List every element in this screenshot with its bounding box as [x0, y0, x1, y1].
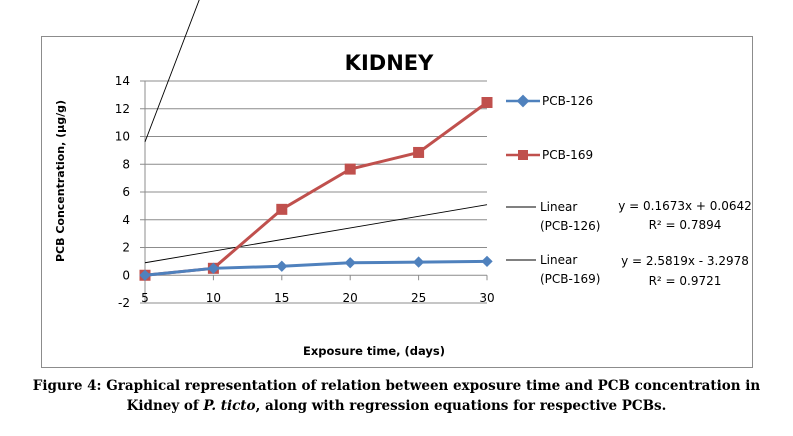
equation-pcb-126: y = 0.1673x + 0.0642 — [618, 199, 752, 213]
data-point-pcb-169 — [413, 146, 425, 158]
series-line-pcb-169 — [144, 101, 488, 277]
legend: PCB-126 PCB-169 Linear (PCB-126) Linear … — [506, 94, 600, 286]
y-tick-label: 12 — [115, 102, 130, 116]
y-tick-label: 6 — [122, 185, 130, 199]
r2-pcb-126: R² = 0.7894 — [649, 218, 722, 232]
legend-label-linear-pcb-169-line1: Linear — [540, 253, 577, 267]
legend-label-pcb-169: PCB-169 — [542, 148, 593, 162]
r2-pcb-169: R² = 0.9721 — [649, 274, 722, 288]
series-line-pcb-126 — [144, 259, 488, 277]
regression-equations: y = 0.1673x + 0.0642 R² = 0.7894 y = 2.5… — [618, 199, 752, 288]
legend-item-linear-pcb-126: Linear (PCB-126) — [506, 200, 600, 233]
data-point-pcb-169 — [344, 163, 356, 175]
data-point-pcb-126 — [481, 255, 493, 268]
caption-species-name: P. ticto — [203, 398, 256, 414]
x-tick-label: 10 — [206, 291, 221, 305]
data-point-pcb-126 — [344, 257, 356, 269]
data-point-pcb-126 — [276, 260, 288, 272]
tick-labels: -2 0 2 4 6 8 10 12 14 5 10 15 20 25 30 — [115, 74, 495, 310]
caption-text-post: , along with regression equations for re… — [255, 398, 667, 414]
caption-text-pre: Kidney of — [126, 398, 204, 414]
figure-caption-line-1: Figure 4: Graphical representation of re… — [32, 378, 761, 394]
gridlines — [145, 80, 487, 304]
x-tick-label: 25 — [411, 291, 426, 305]
data-point-pcb-126 — [207, 262, 220, 274]
y-tick-label: 10 — [115, 130, 130, 144]
trendline-pcb-126 — [144, 204, 488, 264]
axes — [140, 80, 488, 304]
legend-item-linear-pcb-169: Linear (PCB-169) — [506, 253, 600, 286]
data-point-pcb-126 — [139, 269, 151, 281]
legend-label-linear-pcb-169-line2: (PCB-169) — [540, 272, 600, 286]
trendline-pcb-169 — [144, 0, 200, 143]
y-tick-label: 2 — [122, 241, 130, 255]
legend-label-pcb-126: PCB-126 — [542, 94, 593, 108]
chart-frame — [41, 36, 753, 368]
equation-pcb-169: y = 2.5819x - 3.2978 — [621, 254, 749, 268]
x-tick-label: 30 — [479, 291, 494, 305]
y-tick-label: 8 — [122, 157, 130, 171]
y-tick-label: 14 — [115, 74, 130, 88]
y-tick-label: 4 — [122, 213, 130, 227]
data-point-pcb-169 — [276, 203, 288, 215]
legend-label-linear-pcb-126-line1: Linear — [540, 200, 577, 214]
trendlines — [144, 0, 488, 264]
legend-label-linear-pcb-126-line2: (PCB-126) — [540, 219, 600, 233]
figure-caption-line-2: Kidney of P. ticto, along with regressio… — [0, 398, 793, 414]
legend-item-pcb-169: PCB-169 — [506, 148, 593, 162]
chart-title: KIDNEY — [345, 51, 434, 75]
x-axis-label: Exposure time, (days) — [303, 344, 445, 358]
y-tick-label: -2 — [118, 296, 130, 310]
series-layer — [139, 97, 493, 281]
x-tick-label: 20 — [343, 291, 358, 305]
x-tick-label: 5 — [141, 291, 149, 305]
y-axis-label: PCB Concentration, (µg/g) — [54, 100, 67, 262]
data-point-pcb-169 — [481, 97, 493, 109]
legend-item-pcb-126: PCB-126 — [506, 94, 593, 108]
y-tick-label: 0 — [122, 268, 130, 282]
legend-marker-pcb-126 — [516, 94, 530, 108]
legend-marker-pcb-169 — [518, 150, 528, 160]
x-tick-label: 15 — [274, 291, 289, 305]
data-point-pcb-126 — [412, 256, 425, 268]
